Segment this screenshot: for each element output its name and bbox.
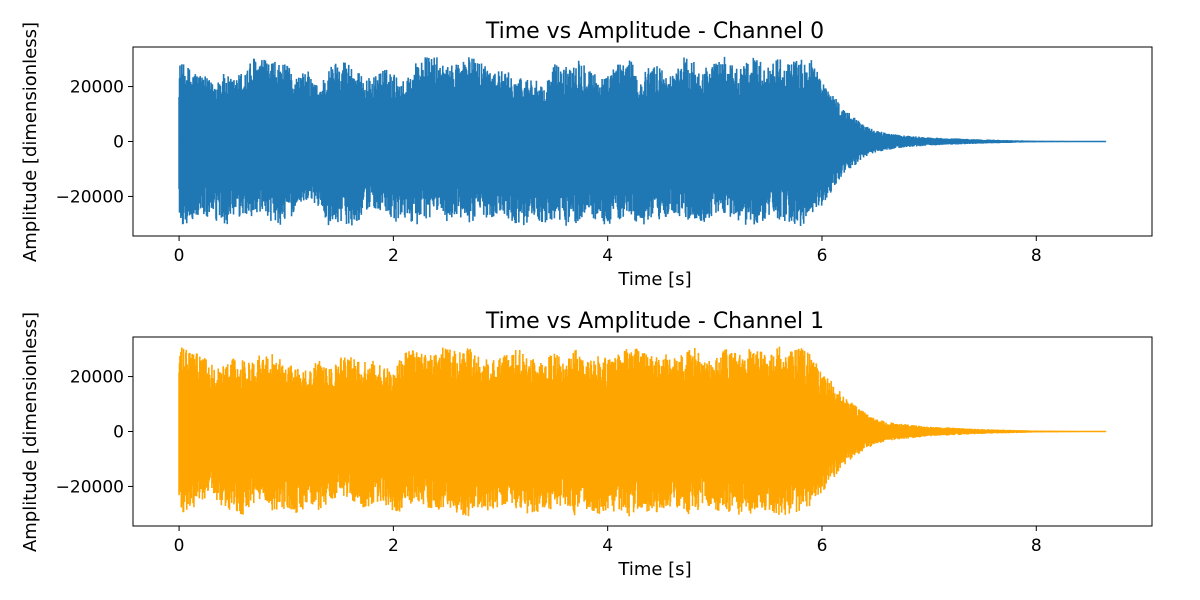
x-tick-label: 8 xyxy=(1031,246,1042,266)
x-tick-label: 8 xyxy=(1031,536,1042,556)
subplot-channel-1: Time vs Amplitude - Channel 1 0 2 4 6 8 2000… xyxy=(20,309,1153,580)
x-ticks: 0 2 4 6 8 xyxy=(174,236,1042,266)
x-tick-label: 2 xyxy=(388,246,399,266)
y-tick-label: 20000 xyxy=(70,78,124,98)
plot-area xyxy=(178,56,1107,226)
y-tick-label: 20000 xyxy=(70,368,124,388)
x-tick-label: 2 xyxy=(388,536,399,556)
y-tick-label: −20000 xyxy=(56,187,124,207)
x-tick-label: 6 xyxy=(817,246,828,266)
y-tick-label: 0 xyxy=(113,423,124,443)
x-tick-label: 0 xyxy=(174,536,185,556)
x-tick-label: 6 xyxy=(817,536,828,556)
x-ticks: 0 2 4 6 8 xyxy=(174,526,1042,556)
x-tick-label: 4 xyxy=(602,246,613,266)
y-tick-label: −20000 xyxy=(56,477,124,497)
chart-title: Time vs Amplitude - Channel 1 xyxy=(485,309,824,334)
chart-title: Time vs Amplitude - Channel 0 xyxy=(485,19,824,44)
subplot-channel-0: Time vs Amplitude - Channel 0 0 2 4 6 8 2000… xyxy=(20,19,1153,290)
x-axis-label: Time [s] xyxy=(617,269,691,290)
y-ticks: 20000 0 −20000 xyxy=(56,368,133,497)
x-axis-label: Time [s] xyxy=(617,559,691,580)
y-axis-label: Amplitude [dimensionless] xyxy=(20,312,41,552)
x-tick-label: 0 xyxy=(174,246,185,266)
x-tick-label: 4 xyxy=(602,536,613,556)
y-axis-label: Amplitude [dimensionless] xyxy=(20,22,41,262)
y-tick-label: 0 xyxy=(113,133,124,153)
y-ticks: 20000 0 −20000 xyxy=(56,78,133,207)
plot-area xyxy=(178,346,1107,517)
